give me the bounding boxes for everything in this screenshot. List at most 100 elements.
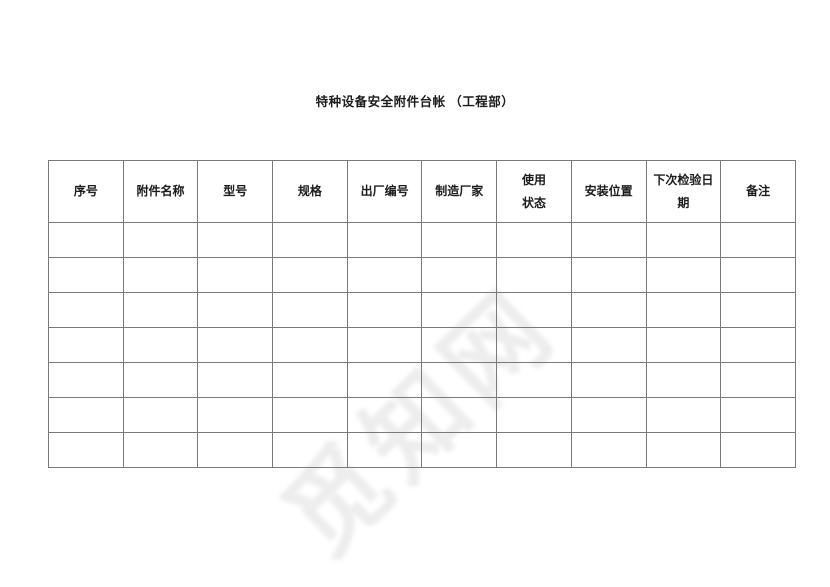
column-header-model: 型号 [197,160,274,223]
table-cell [48,362,124,398]
table-cell [720,222,796,258]
table-cell [346,432,423,468]
table-cell [122,292,199,328]
column-header-label: 规格 [297,184,322,199]
column-header-accessory-name: 附件名称 [122,160,199,223]
column-header-remarks: 备注 [720,160,796,223]
table-cell [197,432,274,468]
column-header-installation-location: 安装位置 [570,160,647,223]
column-header-usage-status: 使用状态 [496,160,572,223]
table-cell [346,327,423,363]
table-cell [421,292,498,328]
table-cell [197,257,274,293]
table-cell [197,397,274,433]
table-cell [197,362,274,398]
table-cell [645,397,722,433]
column-header-label: 型号 [223,184,248,199]
table-cell [421,397,498,433]
table-cell [570,327,647,363]
table-cell [645,362,722,398]
table-cell [122,257,199,293]
table-cell [272,432,348,468]
column-header-specification: 规格 [272,160,348,223]
table-cell [48,292,124,328]
table-cell [346,362,423,398]
column-header-label: 附件名称 [136,184,185,199]
table-cell [272,292,348,328]
table-cell [496,362,572,398]
table-cell [720,362,796,398]
table-cell [48,397,124,433]
table-row [48,362,796,398]
table-cell [272,327,348,363]
table-cell [197,292,274,328]
table-cell [720,397,796,433]
column-header-label: 出厂编号 [360,184,409,199]
table-row [48,292,796,328]
table-cell [421,257,498,293]
table-cell [346,397,423,433]
table-cell [570,432,647,468]
table-cell [346,222,423,258]
table-cell [570,292,647,328]
table-cell [197,222,274,258]
table-cell [122,362,199,398]
column-header-label: 使用状态 [521,173,546,210]
table-cell [421,327,498,363]
table-cell [496,222,572,258]
table-cell [720,257,796,293]
table-cell [122,327,199,363]
column-header-label: 下次检验日期 [653,173,714,210]
table-cell [272,362,348,398]
column-header-manufacturer: 制造厂家 [421,160,498,223]
table-cell [496,257,572,293]
table-cell [720,292,796,328]
table-cell [272,397,348,433]
table-row [48,222,796,258]
table-row [48,327,796,363]
table-cell [122,432,199,468]
table-body [48,222,796,468]
column-header-next-inspection-date: 下次检验日期 [645,160,722,223]
table-cell [346,257,423,293]
column-header-serial-number: 序号 [48,160,124,223]
table-cell [570,397,647,433]
table-cell [645,292,722,328]
table-cell [496,397,572,433]
table-cell [570,222,647,258]
table-cell [122,222,199,258]
table-cell [272,222,348,258]
table-cell [197,327,274,363]
table-cell [720,327,796,363]
header-row: 序号 附件名称 型号 规格 出厂编号 制造厂家 使用状态 安装位置 下次检验日期 备注 [48,160,796,223]
table-row [48,257,796,293]
table-cell [48,222,124,258]
table-cell [421,222,498,258]
table-cell [272,257,348,293]
table-row [48,397,796,433]
table-cell [496,327,572,363]
table-cell [48,432,124,468]
table-row [48,432,796,468]
table-cell [346,292,423,328]
column-header-label: 安装位置 [584,184,633,199]
table-cell [570,257,647,293]
table-cell [122,397,199,433]
table-cell [421,362,498,398]
column-header-label: 序号 [73,184,98,199]
table-cell [48,257,124,293]
ledger-table: 序号 附件名称 型号 规格 出厂编号 制造厂家 使用状态 安装位置 下次检验日期 备注 [48,160,796,468]
table-cell [645,432,722,468]
table-cell [496,292,572,328]
table-cell [48,327,124,363]
column-header-factory-number: 出厂编号 [346,160,423,223]
table-cell [720,432,796,468]
table-cell [645,327,722,363]
column-header-label: 制造厂家 [435,184,484,199]
table-cell [421,432,498,468]
column-header-label: 备注 [746,184,771,199]
table-cell [645,257,722,293]
page-title: 特种设备安全附件台帐 （工程部） [315,95,515,109]
table-cell [570,362,647,398]
